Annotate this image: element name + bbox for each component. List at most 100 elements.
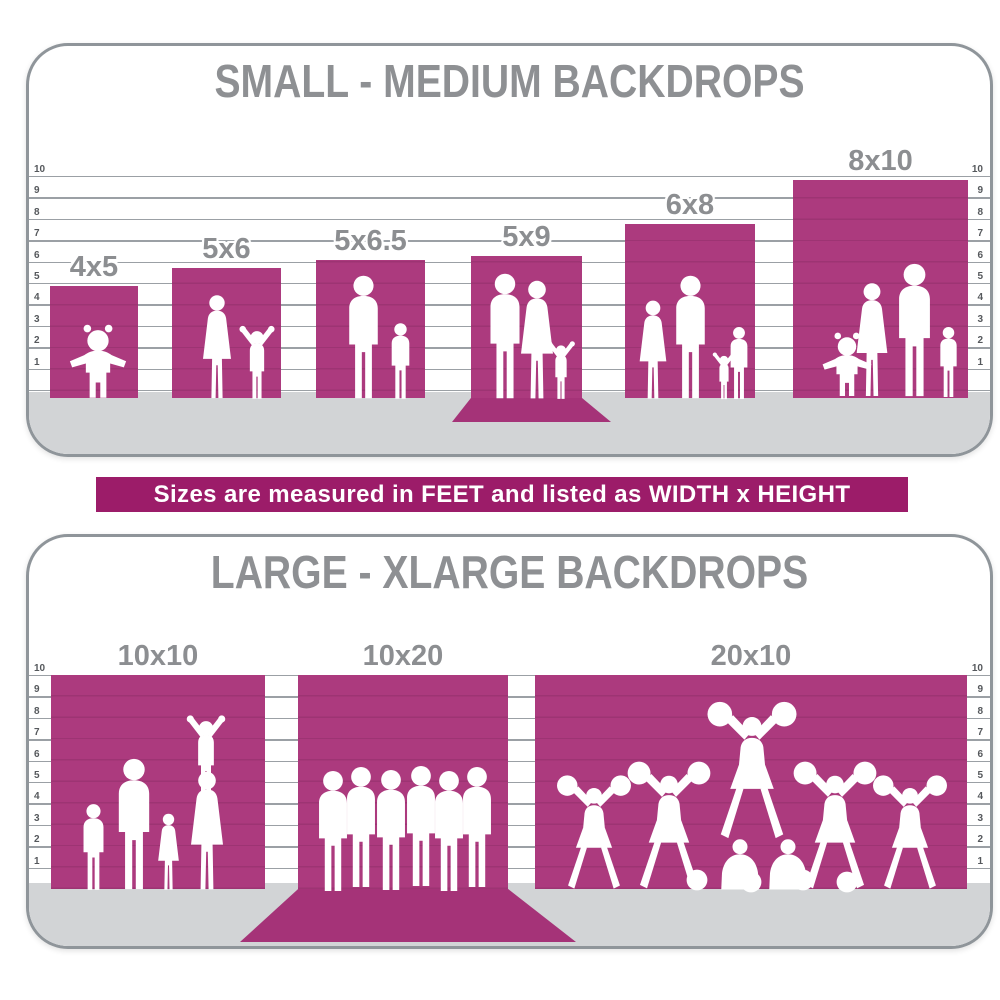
size-label-5x6-5: 5x6.5 <box>334 225 407 257</box>
backdrop-8x10: 8x10 <box>793 145 968 398</box>
pom-pom-icon <box>836 871 858 893</box>
boy-silhouette <box>83 804 104 890</box>
silhouette-family-five <box>822 263 957 398</box>
ruler-line <box>29 675 990 677</box>
ruler-number: 6 <box>34 249 40 261</box>
ruler-number: 1 <box>34 356 40 368</box>
ruler-number: 7 <box>34 727 40 739</box>
ruler-line <box>29 176 990 178</box>
woman-silhouette <box>203 295 231 399</box>
ruler-number: 8 <box>977 705 983 717</box>
ruler-number: 6 <box>34 748 40 760</box>
ruler-number: 9 <box>977 684 983 696</box>
man-silhouette <box>676 275 705 399</box>
man-silhouette <box>347 767 375 887</box>
cheerleader-silhouette <box>873 775 947 889</box>
ruler-number: 10 <box>34 164 46 175</box>
ruler-line <box>29 739 990 741</box>
ruler-number: 6 <box>977 249 983 261</box>
ruler-number: 7 <box>34 228 40 240</box>
backdrop-10x10: 10x10 <box>51 640 265 890</box>
ruler-line <box>29 760 990 762</box>
ruler-number: 7 <box>977 228 983 240</box>
backdrop-5x6: 5x6 <box>172 233 281 399</box>
backdrop-6x8: 6x8 <box>625 189 755 400</box>
ruler-line <box>29 782 990 784</box>
silhouette-father-son <box>349 275 410 399</box>
man-silhouette <box>118 758 150 890</box>
ruler-line <box>29 867 990 869</box>
ruler-number: 5 <box>34 271 40 282</box>
ruler-number: 2 <box>34 335 40 347</box>
man-silhouette <box>435 771 463 891</box>
ruler-line <box>29 824 990 827</box>
size-label-6x8: 6x8 <box>665 189 715 221</box>
ruler-number: 4 <box>34 791 40 803</box>
size-label-8x10: 8x10 <box>848 145 913 177</box>
size-label-5x6: 5x6 <box>202 233 251 265</box>
ruler-number: 2 <box>977 335 983 347</box>
man-silhouette <box>463 767 491 887</box>
boy-silhouette <box>940 326 957 398</box>
pom-pom-icon <box>740 871 762 893</box>
ruler-number: 4 <box>977 791 983 803</box>
ruler-number: 10 <box>971 164 983 175</box>
sizes-banner-text: Sizes are measured in FEET and listed as… <box>153 480 851 508</box>
ruler-number: 10 <box>34 663 46 674</box>
size-label-5x9: 5x9 <box>502 221 551 253</box>
size-label-20x10: 20x10 <box>710 640 792 672</box>
ruler-number: 7 <box>977 727 983 739</box>
ruler-number: 6 <box>977 748 983 760</box>
ruler-number: 4 <box>977 292 983 304</box>
large-xlarge-title: LARGE - XLARGE BACKDROPS <box>210 546 809 598</box>
small-medium-panel: SMALL - MEDIUM BACKDROPS 10 10 9 9 8 8 7 7 6 6 5 5 4… <box>26 43 993 457</box>
ruler-line <box>29 717 990 720</box>
ruler-number: 2 <box>977 834 983 846</box>
ruler-number: 10 <box>971 663 983 674</box>
ruler-line <box>29 240 990 242</box>
backdrop-20x10: 20x10 <box>535 640 967 893</box>
silhouette-couple-child <box>490 273 575 399</box>
ruler-line <box>29 803 990 805</box>
silhouette-family-four <box>639 275 748 400</box>
man-silhouette <box>490 273 520 399</box>
backdrop-4x5: 4x5 <box>50 251 138 398</box>
large-xlarge-panel: LARGE - XLARGE BACKDROPS 10 10 9 9 8 8 7 7 6 6 5 5 4… <box>26 534 993 949</box>
toddler-silhouette <box>69 324 127 398</box>
ruler-number: 9 <box>34 684 40 696</box>
boy-silhouette <box>391 323 410 399</box>
backdrop-10x20: 10x20 <box>298 640 508 891</box>
cheerleader-flyer-silhouette <box>707 701 797 839</box>
ruler-line <box>29 696 990 698</box>
sizes-banner: Sizes are measured in FEET and listed as… <box>96 477 908 512</box>
ruler-number: 3 <box>977 313 983 325</box>
ruler-number: 8 <box>34 206 40 218</box>
girl-silhouette <box>158 813 179 890</box>
backdrop-5x9-floor-sweep <box>452 398 611 422</box>
ruler-number: 9 <box>977 185 983 197</box>
size-label-10x10: 10x10 <box>117 640 199 672</box>
ruler-number: 5 <box>977 271 983 282</box>
ruler-number: 5 <box>34 770 40 781</box>
pom-pom-icon <box>686 869 708 891</box>
size-label-10x20: 10x20 <box>362 640 444 672</box>
small-medium-title: SMALL - MEDIUM BACKDROPS <box>214 55 805 107</box>
man-silhouette <box>377 770 405 890</box>
ruler-number: 9 <box>34 185 40 197</box>
backdrop-5x6-5: 5x6.5 <box>316 225 425 399</box>
silhouette-group-six-men <box>319 766 491 891</box>
man-silhouette <box>407 766 435 886</box>
woman-silhouette <box>856 283 888 396</box>
backdrop-5x9: 5x9 <box>471 221 582 399</box>
ruler-number: 3 <box>34 812 40 824</box>
cheerleader-silhouette <box>793 761 877 889</box>
ruler-number: 8 <box>34 705 40 717</box>
ruler-number: 1 <box>977 855 983 867</box>
ruler-number: 2 <box>34 834 40 846</box>
child-arms-up-silhouette <box>239 325 275 399</box>
ruler-number: 5 <box>977 770 983 781</box>
ruler-number: 4 <box>34 292 40 304</box>
woman-silhouette <box>521 280 553 399</box>
man-silhouette <box>319 771 347 891</box>
